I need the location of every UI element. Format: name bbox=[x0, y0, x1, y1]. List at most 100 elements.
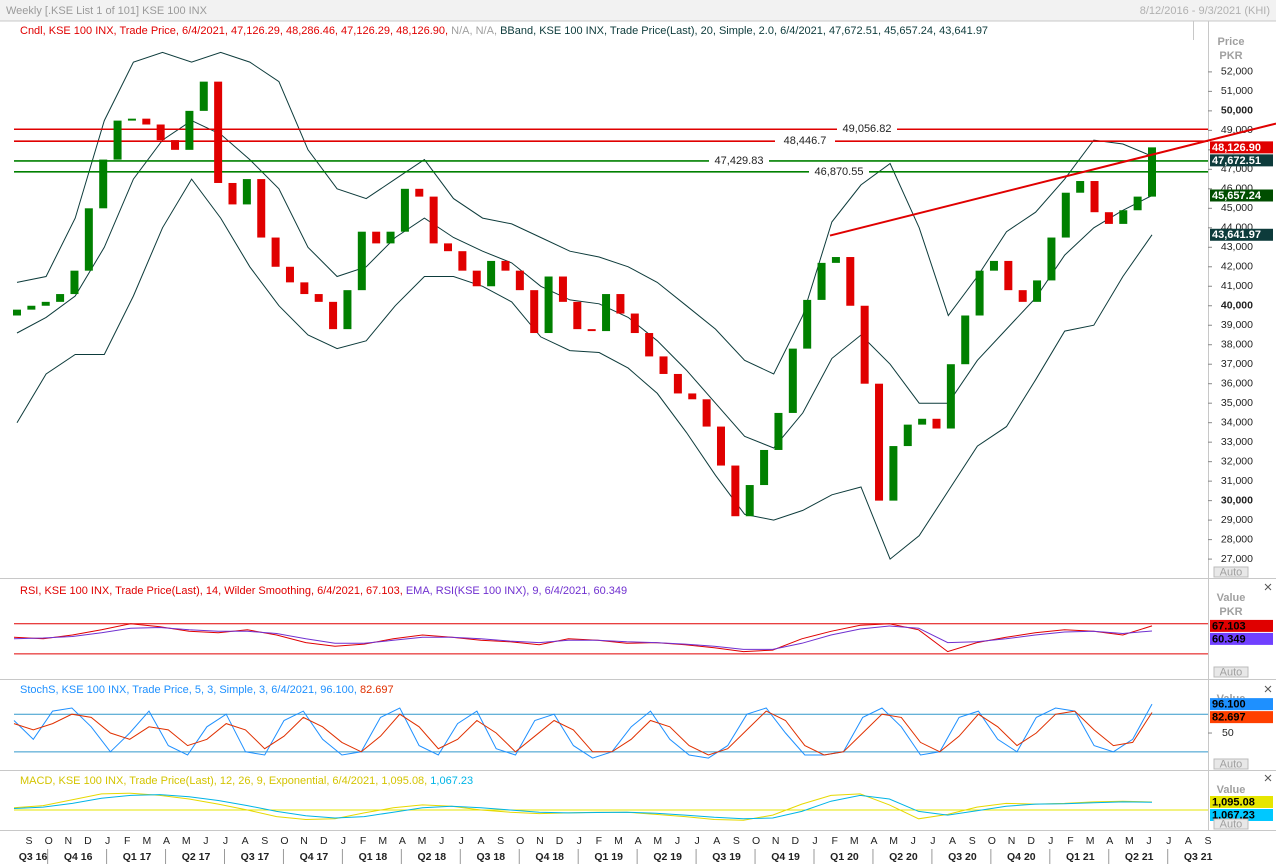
y-tick-label: 42,000 bbox=[1221, 261, 1253, 273]
x-tick-label: D bbox=[792, 835, 800, 847]
x-tick-label: M bbox=[1086, 835, 1095, 847]
candle bbox=[659, 356, 668, 374]
x-tick-label: M bbox=[614, 835, 623, 847]
x-tick-label: M bbox=[182, 835, 191, 847]
candle bbox=[285, 266, 294, 283]
candle bbox=[788, 348, 797, 413]
auto-scale-button[interactable]: Auto bbox=[1213, 818, 1249, 830]
candle bbox=[1004, 260, 1013, 291]
button-box[interactable] bbox=[1213, 758, 1249, 770]
candle bbox=[544, 276, 553, 334]
x-tick-label: F bbox=[1067, 835, 1073, 847]
candle bbox=[1061, 192, 1070, 238]
badge-label: 67.103 bbox=[1212, 620, 1246, 632]
candle bbox=[400, 188, 409, 232]
candle bbox=[343, 290, 352, 330]
button-label[interactable]: Auto bbox=[1220, 666, 1243, 678]
candle bbox=[127, 118, 136, 121]
auto-scale-button[interactable]: Auto bbox=[1213, 666, 1249, 678]
x-tick-label: J bbox=[930, 835, 935, 847]
button-box[interactable] bbox=[1213, 818, 1249, 830]
axis-title: PKR bbox=[1219, 50, 1242, 62]
candle bbox=[889, 446, 898, 501]
y-tick-label: 28,000 bbox=[1221, 533, 1253, 545]
axis-title: Price bbox=[1218, 36, 1245, 48]
legend-entry: 82.697 bbox=[360, 684, 394, 696]
legend: MACD, KSE 100 INX, Trade Price(Last), 12… bbox=[20, 775, 473, 787]
button-label[interactable]: Auto bbox=[1220, 566, 1243, 578]
badge-box bbox=[1210, 189, 1273, 202]
x-group-label: Q3 17 bbox=[241, 851, 270, 863]
candle bbox=[530, 290, 539, 334]
x-group-label: Q4 20 bbox=[1007, 851, 1036, 863]
level-label-bg bbox=[709, 154, 769, 166]
legend-entry: StochS, KSE 100 INX, Trade Price, 5, 3, … bbox=[20, 684, 360, 696]
candle bbox=[458, 251, 467, 271]
indicator-line bbox=[13, 710, 1153, 756]
indicator-line bbox=[13, 623, 1153, 653]
x-group-label: Q1 21 bbox=[1066, 851, 1095, 863]
x-tick-label: J bbox=[223, 835, 228, 847]
auto-scale-button[interactable]: Auto bbox=[1213, 566, 1249, 578]
x-tick-label: M bbox=[378, 835, 387, 847]
x-tick-label: O bbox=[280, 835, 288, 847]
candle bbox=[630, 313, 639, 334]
y-tick-label: 51,000 bbox=[1221, 85, 1253, 97]
badge-label: 48,126.90 bbox=[1212, 142, 1261, 154]
candle bbox=[673, 373, 682, 394]
candle bbox=[56, 294, 65, 302]
x-group-label: Q2 21 bbox=[1125, 851, 1154, 863]
candle bbox=[372, 231, 381, 244]
x-tick-label: A bbox=[635, 835, 642, 847]
x-tick-label: S bbox=[25, 835, 32, 847]
candle bbox=[84, 208, 93, 271]
badge-label: 1,067.23 bbox=[1212, 809, 1255, 821]
candle bbox=[1104, 212, 1113, 224]
level-label: 46,870.55 bbox=[815, 166, 864, 178]
candle bbox=[228, 182, 237, 205]
level-label-bg bbox=[775, 135, 835, 147]
candle bbox=[444, 243, 453, 252]
x-tick-label: J bbox=[203, 835, 208, 847]
x-tick-label: N bbox=[1008, 835, 1016, 847]
auto-scale-button[interactable]: Auto bbox=[1213, 758, 1249, 770]
legend-entry: MACD, KSE 100 INX, Trade Price(Last), 12… bbox=[20, 775, 430, 787]
candle bbox=[803, 299, 812, 349]
value-badge: 82.697 bbox=[1210, 711, 1273, 724]
x-tick-label: A bbox=[870, 835, 877, 847]
pane-frames bbox=[0, 20, 1276, 831]
x-tick-label: J bbox=[439, 835, 444, 847]
candle bbox=[1033, 280, 1042, 302]
y-tick-label: 50,000 bbox=[1221, 105, 1253, 117]
candle bbox=[415, 188, 424, 197]
candle bbox=[903, 424, 912, 447]
badge-box bbox=[1210, 619, 1273, 632]
x-tick-label: N bbox=[772, 835, 780, 847]
x-group-label: Q3 19 bbox=[712, 851, 741, 863]
candle bbox=[41, 301, 50, 306]
indicator-line bbox=[13, 794, 1153, 820]
trend-line bbox=[829, 122, 1276, 237]
x-tick-label: S bbox=[1204, 835, 1211, 847]
candle bbox=[113, 120, 122, 160]
candle bbox=[989, 260, 998, 271]
candle bbox=[860, 305, 869, 384]
candle bbox=[1133, 196, 1142, 211]
candle bbox=[760, 449, 769, 486]
button-label[interactable]: Auto bbox=[1220, 758, 1243, 770]
x-tick-label: D bbox=[1027, 835, 1035, 847]
button-box[interactable] bbox=[1213, 666, 1249, 678]
x-group-label: Q1 19 bbox=[594, 851, 623, 863]
y-tick-label: 45,000 bbox=[1221, 202, 1253, 214]
y-tick-label: 41,000 bbox=[1221, 280, 1253, 292]
value-badge: 1,067.23 bbox=[1210, 808, 1273, 821]
candle bbox=[745, 485, 754, 517]
title-bar bbox=[0, 0, 1276, 21]
candle bbox=[817, 262, 826, 300]
button-label[interactable]: Auto bbox=[1220, 818, 1243, 830]
candle bbox=[1076, 181, 1085, 193]
button-box[interactable] bbox=[1213, 566, 1249, 578]
badge-box bbox=[1210, 711, 1273, 724]
x-group-label: Q4 17 bbox=[300, 851, 329, 863]
close-icon bbox=[1264, 774, 1272, 782]
